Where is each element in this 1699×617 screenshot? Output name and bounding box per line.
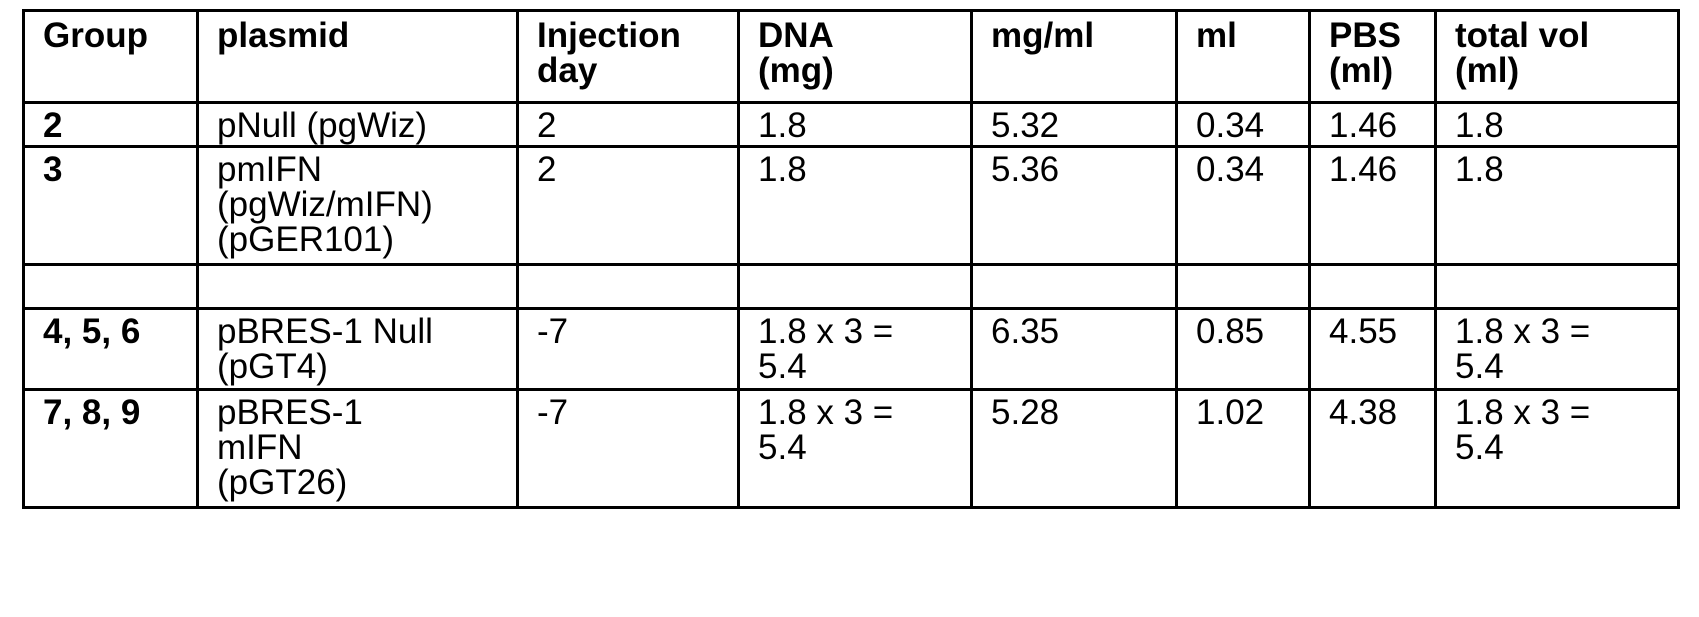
- top-text-fragment: · · · ·: [22, 0, 92, 6]
- cell-total-vol-ml: 1.8 x 3 = 5.4: [1436, 309, 1679, 390]
- cell-mg-per-ml: 5.28: [972, 390, 1177, 508]
- header-pbs-ml: PBS (ml): [1310, 11, 1436, 103]
- cell-group: 4, 5, 6: [24, 309, 198, 390]
- cell-dna-mg: 1.8 x 3 = 5.4: [739, 390, 972, 508]
- cell-plasmid: pBRES-1 mIFN (pGT26): [198, 390, 518, 508]
- cell-ml: 1.02: [1177, 390, 1310, 508]
- table-row: 4, 5, 6 pBRES-1 Null (pGT4) -7 1.8 x 3 =…: [24, 309, 1679, 390]
- table-header-row: Group plasmid Injection day DNA (mg) mg/…: [24, 11, 1679, 103]
- cell-total-vol-ml: 1.8: [1436, 147, 1679, 265]
- cell-pbs-ml: 4.38: [1310, 390, 1436, 508]
- header-mg-per-ml: mg/ml: [972, 11, 1177, 103]
- cell-dna-mg: [739, 265, 972, 309]
- header-plasmid: plasmid: [198, 11, 518, 103]
- cell-injection-day: -7: [518, 390, 739, 508]
- cell-pbs-ml: [1310, 265, 1436, 309]
- cell-pbs-ml: 4.55: [1310, 309, 1436, 390]
- cell-dna-mg: 1.8: [739, 147, 972, 265]
- header-injection-day: Injection day: [518, 11, 739, 103]
- cell-plasmid: pmIFN (pgWiz/mIFN) (pGER101): [198, 147, 518, 265]
- cell-ml: [1177, 265, 1310, 309]
- cell-dna-mg: 1.8: [739, 103, 972, 147]
- cell-total-vol-ml: 1.8: [1436, 103, 1679, 147]
- cell-pbs-ml: 1.46: [1310, 147, 1436, 265]
- cell-total-vol-ml: [1436, 265, 1679, 309]
- cell-plasmid: pBRES-1 Null (pGT4): [198, 309, 518, 390]
- table-row: 7, 8, 9 pBRES-1 mIFN (pGT26) -7 1.8 x 3 …: [24, 390, 1679, 508]
- cell-group: 7, 8, 9: [24, 390, 198, 508]
- header-dna-mg: DNA (mg): [739, 11, 972, 103]
- cell-injection-day: [518, 265, 739, 309]
- table-row: 3 pmIFN (pgWiz/mIFN) (pGER101) 2 1.8 5.3…: [24, 147, 1679, 265]
- cell-injection-day: 2: [518, 103, 739, 147]
- cell-mg-per-ml: 5.36: [972, 147, 1177, 265]
- cell-ml: 0.85: [1177, 309, 1310, 390]
- cell-group: 3: [24, 147, 198, 265]
- header-total-vol-ml: total vol (ml): [1436, 11, 1679, 103]
- table-row: 2 pNull (pgWiz) 2 1.8 5.32 0.34 1.46 1.8: [24, 103, 1679, 147]
- plasmid-injection-table: Group plasmid Injection day DNA (mg) mg/…: [22, 9, 1680, 509]
- cell-mg-per-ml: 5.32: [972, 103, 1177, 147]
- cell-plasmid: pNull (pgWiz): [198, 103, 518, 147]
- table-row-empty: [24, 265, 1679, 309]
- cell-mg-per-ml: 6.35: [972, 309, 1177, 390]
- cell-injection-day: -7: [518, 309, 739, 390]
- cell-mg-per-ml: [972, 265, 1177, 309]
- cell-total-vol-ml: 1.8 x 3 = 5.4: [1436, 390, 1679, 508]
- header-group: Group: [24, 11, 198, 103]
- cell-pbs-ml: 1.46: [1310, 103, 1436, 147]
- cell-plasmid: [198, 265, 518, 309]
- cell-ml: 0.34: [1177, 147, 1310, 265]
- cell-group: 2: [24, 103, 198, 147]
- cell-ml: 0.34: [1177, 103, 1310, 147]
- cell-injection-day: 2: [518, 147, 739, 265]
- header-ml: ml: [1177, 11, 1310, 103]
- cell-group: [24, 265, 198, 309]
- cell-dna-mg: 1.8 x 3 = 5.4: [739, 309, 972, 390]
